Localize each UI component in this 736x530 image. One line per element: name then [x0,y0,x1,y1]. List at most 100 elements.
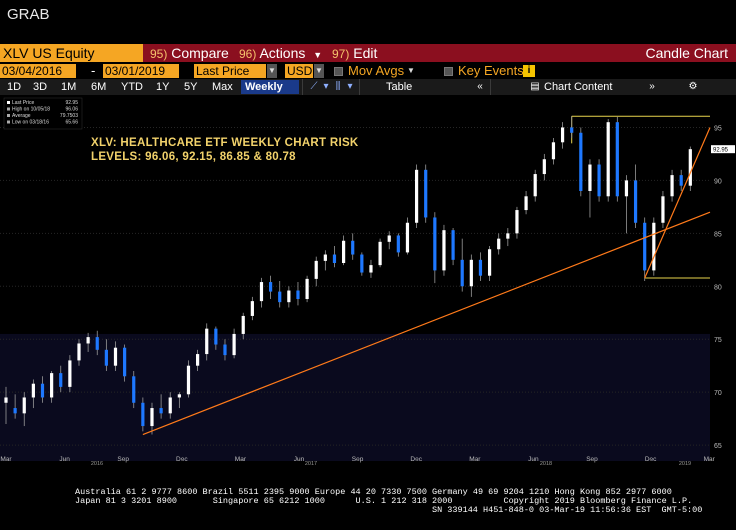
candle-down [95,337,99,350]
compare-menu-label: Compare [171,45,229,61]
candle-down [360,254,364,273]
gear-icon[interactable]: ⚙ [688,81,698,92]
compare-menu-button[interactable]: 95) Compare [146,44,232,62]
security-ticker-field[interactable]: XLV US Equity [0,44,143,62]
candle-up [533,174,537,197]
actions-menu-button[interactable]: 96) Actions ▼ [235,44,325,62]
candle-up [305,278,309,299]
period-button-max[interactable]: Max [212,81,233,93]
actions-menu-number: 96) [239,47,257,61]
candle-down [123,347,127,377]
period-button-3d[interactable]: 3D [33,81,48,93]
end-date-field[interactable]: 03/01/2019 [103,64,179,78]
frequency-select[interactable]: Weekly ▼ [241,80,299,106]
candle-up [387,235,391,242]
window-title: GRAB [7,6,50,23]
compare-menu-number: 95) [150,47,168,61]
chevron-down-icon[interactable]: ▼ [314,64,324,78]
footer-line-3: SN 339144 H451-848-0 03-Mar-19 11:56:36 … [432,505,703,515]
chevron-down-icon[interactable]: ▼ [407,66,415,75]
candle-up [652,222,656,271]
y-tick-label: 80 [714,284,722,291]
candle-chart-icon[interactable]: ⫼ [335,81,341,92]
candle-down [396,235,400,253]
candle-up [661,196,665,223]
mov-avgs-label: Mov Avgs [348,63,405,78]
price-field-select[interactable]: Last Price [194,64,266,78]
key-events-checkbox[interactable] [444,67,453,76]
chevron-down-icon[interactable]: ▼ [267,64,277,78]
candle-down [679,175,683,186]
candle-down [351,240,355,255]
candle-up [551,142,556,160]
currency-select[interactable]: USD [285,64,313,78]
info-icon[interactable]: i [523,65,535,77]
candle-up [50,373,54,398]
legend-value: 65.66 [65,120,78,126]
legend-label: Average [12,113,31,119]
candle-up [177,394,181,398]
line-chart-icon[interactable]: ⟋ [310,81,318,92]
legend-value: 92.95 [65,100,78,106]
period-button-1d[interactable]: 1D [7,81,22,93]
candle-up [442,230,446,271]
candle-down [451,230,455,260]
candle-up [670,175,674,197]
candle-up [113,347,118,366]
date-range-separator: - [91,63,96,78]
y-tick-label: 95 [714,125,722,132]
candle-up [77,343,81,361]
period-toolbar: 1D 3D 1M 6M YTD 1Y 5Y Max Weekly ▼ ⟋ ▾ ⫼ ▾ Tabl… [0,79,736,106]
risk-levels-annotation: XLV: HEALTHCARE ETF WEEKLY CHART RISK LE… [91,136,359,164]
date-range-toolbar: 03/04/2016 - 03/01/2019 Last Price ▼ USD… [0,63,736,79]
window-titlebar: GRAB [0,0,736,42]
candle-up [168,397,172,414]
candle-up [688,149,692,186]
actions-menu-label: Actions [259,45,306,61]
candle-up [341,240,346,263]
price-chart[interactable]: 65707580859095MarJunSepDecMarJunSepDecMa… [0,95,736,467]
year-label: 2018 [540,461,552,465]
legend-label: Low on 03/18/16 [12,120,49,126]
start-date-field[interactable]: 03/04/2016 [0,64,76,78]
collapse-left-icon[interactable]: « [477,81,483,92]
annotation-line-2: LEVELS: 96.06, 92.15, 86.85 & 80.78 [91,151,296,163]
candle-down [296,290,300,299]
candle-up [497,238,501,250]
annotation-line-1: XLV: HEALTHCARE ETF WEEKLY CHART RISK [91,137,359,149]
period-button-ytd[interactable]: YTD [121,81,143,93]
legend-label: Last Price [12,100,34,106]
candle-up [232,333,236,356]
table-button[interactable]: Table [386,81,413,93]
mov-avgs-checkbox[interactable] [334,67,343,76]
candle-down [59,373,63,387]
chevron-down-icon[interactable]: ▾ [323,81,329,92]
last-price-label: 92.95 [713,148,729,154]
candle-down [104,349,108,366]
y-tick-label: 90 [714,178,722,185]
candle-down [570,127,574,133]
candle-up [588,164,592,191]
y-tick-label: 85 [714,231,722,238]
candle-up [524,196,528,211]
edit-menu-button[interactable]: 97) Edit ▼ [328,44,394,79]
candle-up [150,408,154,427]
period-button-1m[interactable]: 1M [61,81,77,93]
candle-up [469,259,473,287]
candle-down [579,132,583,191]
period-button-6m[interactable]: 6M [91,81,107,93]
edit-menu-number: 97) [332,47,350,61]
chart-content-icon: ▤ [530,81,540,92]
chevron-down-icon[interactable]: ▾ [347,81,353,92]
chevron-down-icon: ▼ [313,50,323,60]
candle-down [223,344,227,356]
candle-up [196,354,200,366]
y-tick-label: 75 [714,337,722,344]
legend-swatch [7,101,10,104]
candle-down [433,217,437,271]
expand-right-icon[interactable]: » [649,81,655,92]
chart-content-button[interactable]: Chart Content [544,81,613,93]
candle-up [205,328,209,355]
period-button-1y[interactable]: 1Y [156,81,170,93]
period-button-5y[interactable]: 5Y [184,81,198,93]
